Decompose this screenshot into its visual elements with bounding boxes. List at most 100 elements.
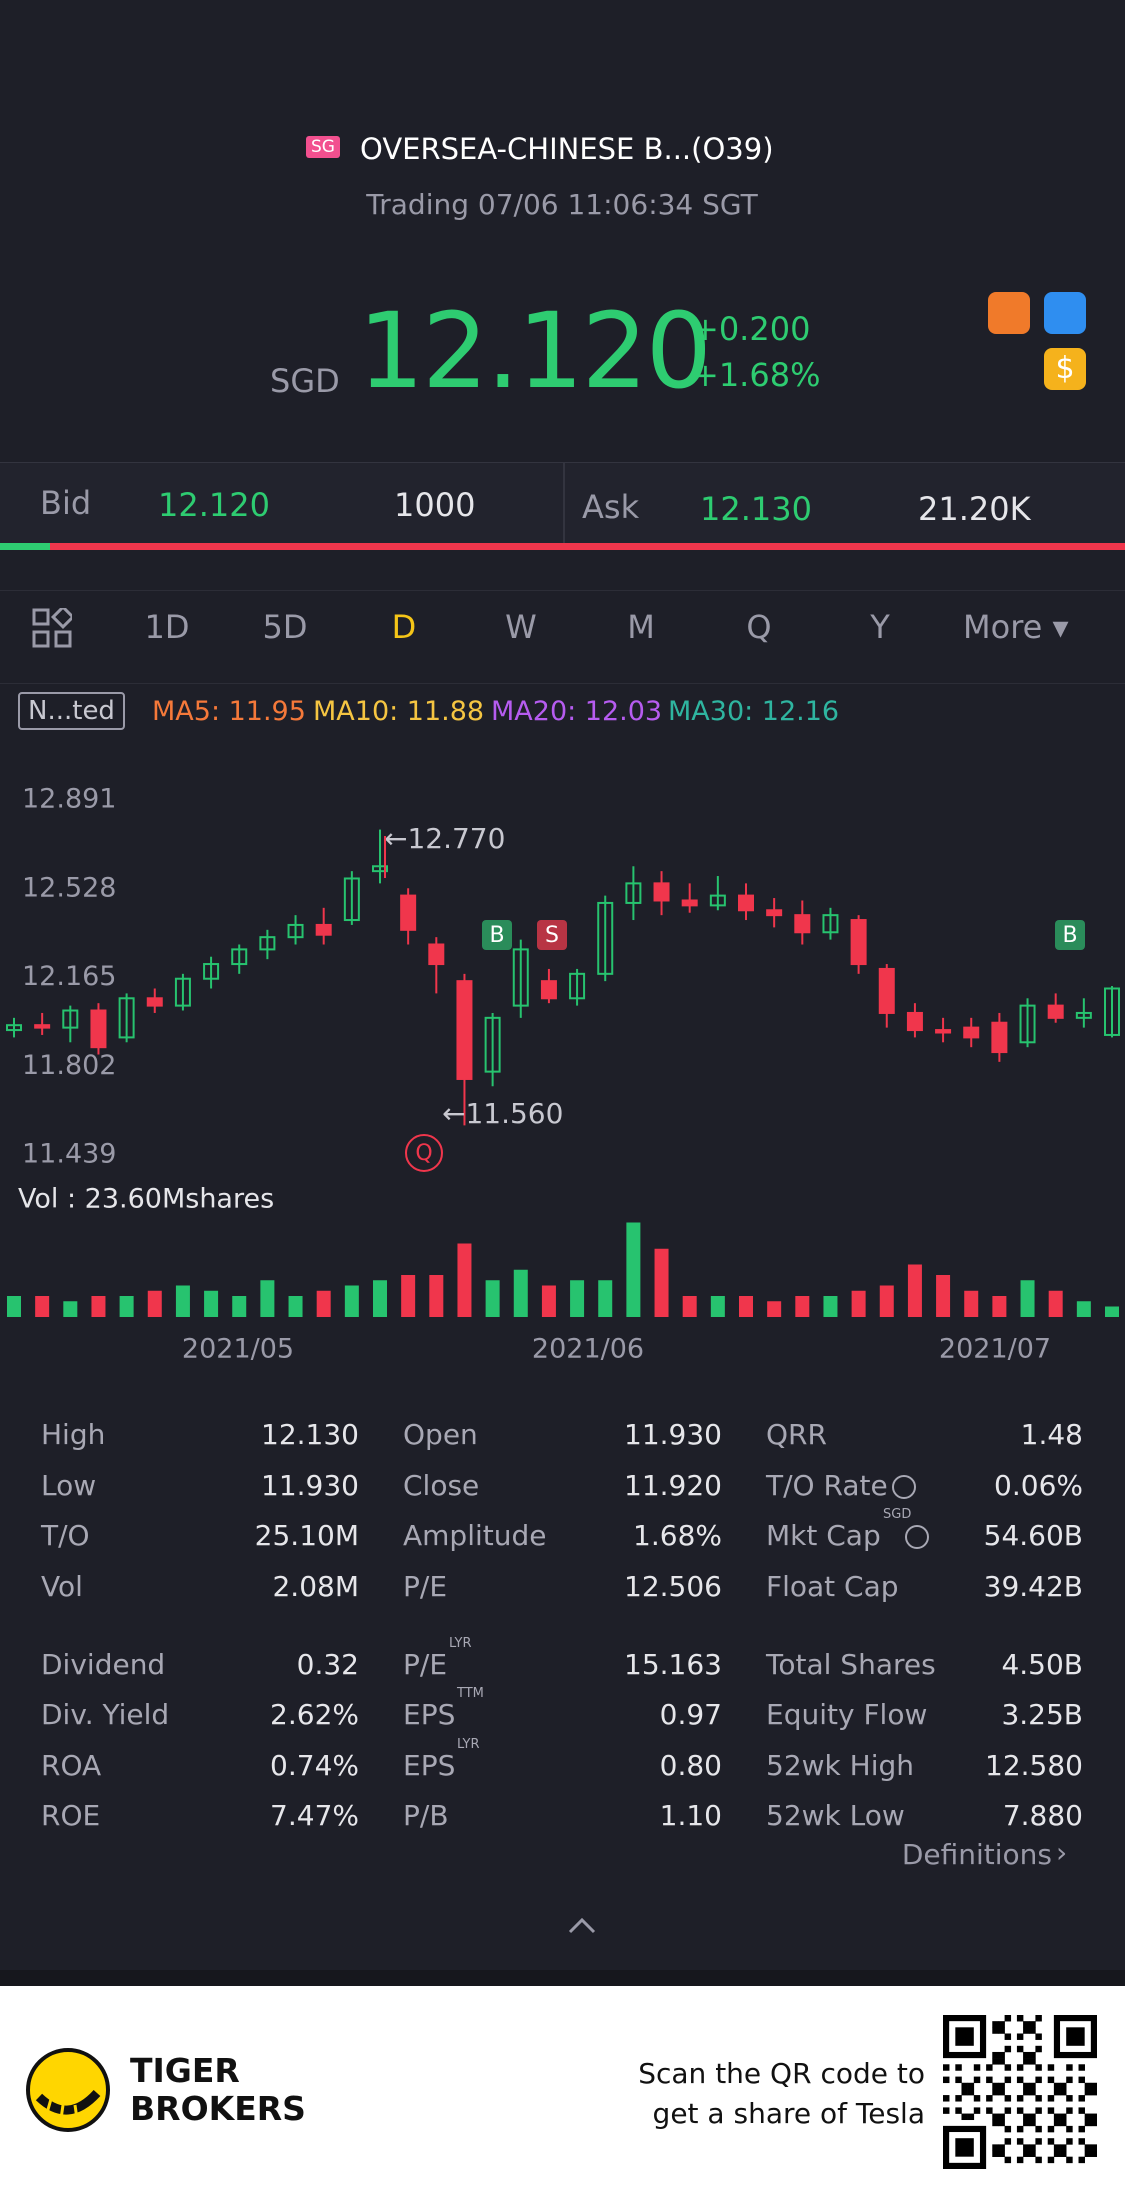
stat-label: P/E LYR <box>403 1636 472 1681</box>
qr-module <box>1060 2150 1067 2157</box>
tab[interactable]: 5D <box>262 608 308 646</box>
volume-bar <box>457 1243 472 1317</box>
ma-legend: MA30: 12.16 <box>668 696 840 727</box>
icon[interactable]: $ <box>1044 348 1086 390</box>
qr-module <box>1066 2107 1073 2114</box>
volume-bar <box>35 1296 50 1317</box>
stat-label: Vol <box>41 1570 83 1603</box>
volume-bar <box>541 1285 556 1317</box>
qr-module <box>1023 2144 1030 2151</box>
qr-module <box>1047 2064 1055 2071</box>
stat-label: Dividend <box>41 1648 166 1681</box>
stat-value: 1.68% <box>633 1519 722 1552</box>
tab[interactable]: 1D <box>144 608 190 646</box>
stat-label: Div. Yield <box>41 1698 170 1731</box>
qr-module <box>1053 2144 1061 2151</box>
stat-label: T/O Rate <box>766 1469 916 1502</box>
qr-module <box>1066 2156 1073 2164</box>
qr-module <box>1004 2107 1012 2114</box>
signal-label: B <box>1062 923 1077 948</box>
ask-label: Ask <box>582 488 640 526</box>
qr-module <box>1004 2033 1012 2040</box>
signal-marker <box>482 920 512 950</box>
volume-bar <box>570 1280 585 1317</box>
stock-name: OVERSEA-CHINESE B...(O39) <box>360 132 774 166</box>
chevron[interactable]: › <box>1056 1836 1068 1869</box>
stat-label: EPS LYR <box>403 1737 480 1782</box>
stat-value: 2.62% <box>270 1698 359 1731</box>
candle-body <box>738 894 754 912</box>
candle-body <box>709 894 726 907</box>
qr-module <box>1023 2051 1030 2059</box>
tab[interactable]: Q <box>746 608 772 646</box>
volume-bar <box>907 1264 922 1317</box>
tab[interactable]: More ▾ <box>963 608 1069 646</box>
candle-body <box>935 1029 952 1034</box>
qr-module <box>992 2144 999 2151</box>
volume-bar <box>373 1280 387 1317</box>
stat-sup: TTM <box>457 1686 484 1701</box>
qr-module <box>1090 2088 1097 2096</box>
qr-module <box>1016 2045 1024 2053</box>
qr-module <box>1066 2125 1073 2133</box>
qr-module <box>1060 2088 1067 2096</box>
stat-label: EPS TTM <box>403 1686 484 1731</box>
stat-label: 52wk Low <box>766 1799 905 1832</box>
candle-body <box>34 1024 51 1029</box>
divider <box>563 462 565 545</box>
stat-value: 11.920 <box>624 1469 722 1502</box>
ask: 12.130 <box>700 490 812 528</box>
ratio-bar-bid <box>0 543 50 550</box>
qr-module <box>1029 2051 1036 2059</box>
stat-label: High <box>41 1418 106 1451</box>
indicator-box[interactable]: N...ted <box>18 692 125 730</box>
qr-module <box>1016 2033 1024 2040</box>
volume-bar <box>119 1296 134 1317</box>
stat-value: 54.60B <box>983 1519 1083 1552</box>
tab[interactable]: W <box>505 608 537 646</box>
promo-line: Scan the QR code to <box>638 2057 925 2090</box>
definitions-link[interactable]: Definitions <box>901 1838 1052 1871</box>
volume-bar <box>175 1285 190 1317</box>
stat-label: P/B <box>403 1799 449 1832</box>
qr-module <box>992 2113 999 2121</box>
volume-bar <box>204 1290 219 1317</box>
volume-bar <box>91 1296 106 1317</box>
qr-module <box>998 2021 1005 2028</box>
volume-bar <box>401 1275 416 1317</box>
layout-icon[interactable] <box>32 608 72 648</box>
signal-label: B <box>489 923 504 948</box>
candle-body <box>343 877 360 922</box>
candle-body <box>1075 1011 1092 1019</box>
qr-module <box>1090 2119 1097 2127</box>
stat-value: 0.74% <box>270 1749 359 1782</box>
signal-marker <box>1055 920 1085 950</box>
candle-body <box>456 980 473 1080</box>
volume-bar <box>992 1296 1007 1317</box>
tab[interactable]: M <box>627 608 655 646</box>
icon[interactable] <box>988 292 1030 334</box>
qr-code[interactable] <box>943 2015 1097 2169</box>
collapse-icon[interactable] <box>566 1916 598 1936</box>
volume-bar <box>795 1296 810 1317</box>
candle-body <box>850 919 867 966</box>
stat-sup: LYR <box>449 1636 472 1651</box>
qr-module <box>1084 2088 1092 2096</box>
candle-body <box>259 936 276 951</box>
qr-module <box>955 2095 962 2102</box>
volume-bar <box>232 1296 247 1317</box>
qr-module <box>1029 2119 1036 2127</box>
qr-module <box>1090 2113 1097 2121</box>
tab[interactable]: D <box>391 608 417 646</box>
qr-module <box>1035 2033 1042 2040</box>
stat-value: 0.97 <box>659 1698 722 1731</box>
qr-module <box>1090 2082 1097 2090</box>
stat-label: T/O <box>41 1519 90 1552</box>
stat-label: Low <box>41 1469 97 1502</box>
candle-body <box>1104 987 1120 1036</box>
qr-module <box>1078 2107 1085 2114</box>
icon[interactable] <box>1044 292 1086 334</box>
qr-module <box>992 2058 999 2065</box>
stat-label: Close <box>403 1469 480 1502</box>
tab[interactable]: Y <box>870 608 890 646</box>
